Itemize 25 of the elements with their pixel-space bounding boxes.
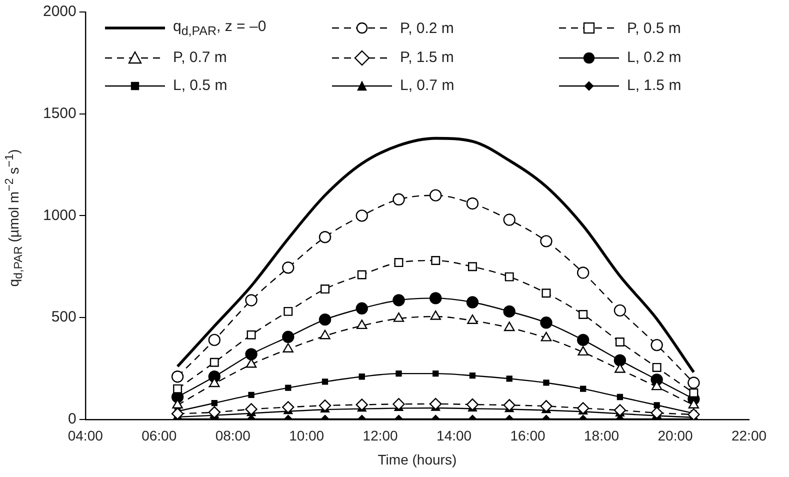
y-tick-label: 500 [51, 308, 76, 326]
legend-label: q$_{d,PAR}$, z = –0 [173, 18, 266, 38]
y-tick-label: 0 [68, 410, 76, 428]
x-tick-label: 16:00 [510, 428, 546, 444]
legend-label: L, 0.7 m [400, 77, 454, 94]
x-tick-label: 10:00 [289, 428, 324, 444]
y-tick-label: 2000 [42, 3, 76, 20]
x-tick-label: 12:00 [362, 428, 398, 444]
x-tick-label: 08:00 [215, 428, 251, 444]
legend-label: P, 0.2 m [400, 20, 454, 36]
legend-label: L, 0.2 m [627, 49, 682, 66]
x-tick-label: 06:00 [142, 428, 177, 444]
y-tick-label: 1500 [42, 104, 76, 122]
legend-label: L, 1.5 m [627, 77, 682, 94]
x-axis-title: Time (hours) [378, 451, 457, 468]
legend-label: L, 0.5 m [173, 77, 228, 94]
legend-label: P, 1.5 m [400, 49, 454, 66]
x-tick-label: 04:00 [68, 428, 104, 444]
legend-label: P, 0.5 m [627, 20, 681, 36]
x-tick-label: 20:00 [658, 428, 693, 444]
x-tick-label: 14:00 [436, 428, 472, 444]
x-tick-label: 18:00 [584, 428, 620, 444]
y-tick-label: 1000 [42, 206, 76, 224]
x-tick-label: 22:00 [731, 428, 767, 444]
legend-label: P, 0.7 m [173, 49, 227, 66]
